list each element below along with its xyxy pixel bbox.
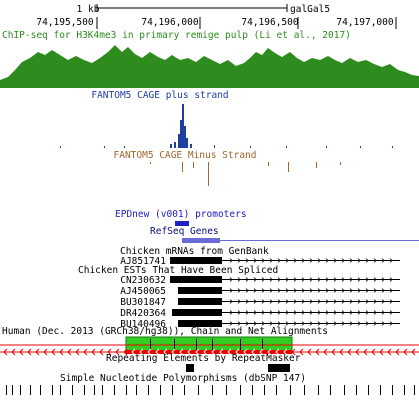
chain-net-track[interactable]: Human (Dec. 2013 (GRCh38/hg38)), Chain a… [0, 326, 419, 354]
est-feature[interactable] [178, 298, 400, 305]
est-feature[interactable] [178, 287, 400, 294]
mrna-track-label: Chicken mRNAs from GenBank [120, 246, 269, 257]
est-feature[interactable] [178, 320, 400, 327]
est-track-label: Chicken ESTs That Have Been Spliced [78, 265, 278, 276]
epd-promoter-feature[interactable] [175, 221, 189, 226]
epd-track[interactable]: EPDnew (v001) promoters [115, 209, 247, 226]
repeatmasker-track[interactable]: Repeating Elements by RepeatMasker [106, 353, 301, 372]
cage-plus-track[interactable]: FANTOM5 CAGE plus strand [60, 90, 393, 148]
assembly-label: galGal5 [290, 4, 330, 15]
chipseq-track[interactable]: ChIP-seq for H3K4me3 in primary remige p… [0, 30, 419, 88]
mrna-feature[interactable] [170, 257, 400, 264]
repeat-element[interactable] [268, 364, 290, 372]
cage-plus-track-label: FANTOM5 CAGE plus strand [91, 90, 228, 101]
refseq-track-label: RefSeq Genes [150, 226, 219, 237]
strand-arrows [229, 258, 393, 326]
est-feature[interactable] [172, 309, 400, 316]
chipseq-signal [0, 45, 419, 88]
ruler-tick-label: 74,197,000 [336, 17, 393, 28]
est-item-label: BU301847 [120, 297, 166, 308]
est-item-label: BU140496 [120, 319, 166, 330]
cage-plus-signal [60, 104, 393, 148]
cage-minus-track[interactable]: FANTOM5 CAGE Minus Strand [114, 150, 342, 186]
ruler-tick-label: 74,196,500 [241, 17, 298, 28]
snp-track-label: Simple Nucleotide Polymorphisms (dbSNP 1… [60, 373, 306, 384]
ruler-tick-label: 74,195,500 [36, 17, 93, 28]
est-item-label: AJ450065 [120, 286, 166, 297]
est-item-label: DR420364 [120, 308, 166, 319]
snp-markers [6, 385, 415, 395]
chipseq-track-label: ChIP-seq for H3K4me3 in primary remige p… [2, 30, 351, 41]
cage-minus-signal [150, 162, 341, 186]
mrna-item-label: AJ851741 [120, 256, 166, 267]
snp-track[interactable]: Simple Nucleotide Polymorphisms (dbSNP 1… [6, 373, 415, 395]
epd-track-label: EPDnew (v001) promoters [115, 209, 247, 220]
mrna-track[interactable]: Chicken mRNAs from GenBank AJ851741 [120, 246, 400, 267]
scale-label: 1 kb [77, 4, 100, 15]
chain-alignment[interactable] [0, 336, 419, 354]
chain-net-track-label: Human (Dec. 2013 (GRCh38/hg38)), Chain a… [2, 326, 328, 337]
refseq-track[interactable]: RefSeq Genes [150, 226, 419, 243]
refseq-gene-feature[interactable] [182, 238, 419, 243]
ruler[interactable]: 1 kb galGal5 74,195,500 74,196,000 74,19… [36, 4, 397, 29]
net-direction-arrows [3, 348, 416, 356]
repeat-element[interactable] [186, 364, 194, 372]
est-track[interactable]: Chicken ESTs That Have Been Spliced CN23… [78, 265, 400, 330]
est-item-label: CN230632 [120, 275, 166, 286]
ruler-tick-label: 74,196,000 [141, 17, 198, 28]
est-feature[interactable] [170, 276, 400, 283]
cage-minus-track-label: FANTOM5 CAGE Minus Strand [114, 150, 257, 161]
repeatmasker-track-label: Repeating Elements by RepeatMasker [106, 353, 301, 364]
